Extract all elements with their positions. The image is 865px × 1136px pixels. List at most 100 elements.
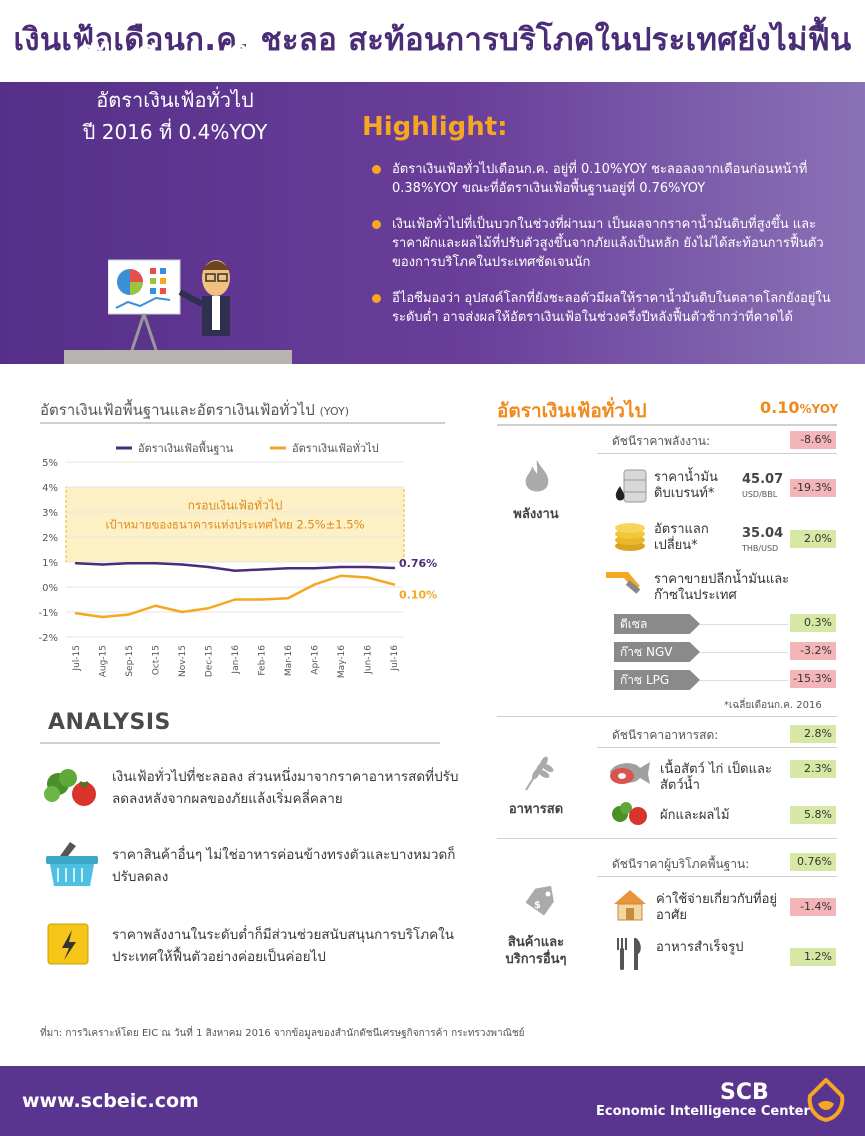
- chart-title-text: อัตราเงินเฟ้อพื้นฐานและอัตราเงินเฟ้อทั่ว…: [40, 401, 315, 419]
- headline-inflation-value: 0.10%YOY: [760, 398, 838, 417]
- headline-unit: %YOY: [799, 402, 839, 416]
- series-line: [75, 574, 395, 619]
- wheat-icon: [525, 756, 554, 791]
- highlight-item: อีไอซีมองว่า อุปสงค์โลกที่ยังชะลอตัวมีผล…: [372, 289, 842, 327]
- target-band-label: เป้าหมายของธนาคารแห่งประเทศไทย 2.5%±1.5%: [106, 517, 365, 531]
- footer-center-name: Economic Intelligence Center: [596, 1104, 810, 1119]
- meat-value: 2.3%: [790, 760, 836, 778]
- y-tick-label: 5%: [42, 458, 58, 469]
- footer-brand: SCB: [720, 1080, 769, 1105]
- data-point: [392, 583, 396, 586]
- goods-category-line-2: บริการอื่นๆ: [505, 952, 567, 967]
- divider: [497, 838, 837, 839]
- goods-category-line-1: สินค้าและ: [507, 935, 565, 950]
- energy-index-value: -8.6%: [790, 431, 836, 449]
- analysis-text: เงินเฟ้อทั่วไปที่ชะลอลง ส่วนหนึ่งมาจากรา…: [112, 769, 459, 807]
- data-point: [260, 568, 263, 571]
- data-point: [339, 574, 343, 577]
- presenter-illustration: [108, 259, 230, 351]
- fuel-lpg-tab: ก๊าซ LPG: [614, 670, 700, 690]
- x-tick-label: Jan-16: [231, 645, 241, 675]
- x-tick-label: Jul-16: [390, 645, 400, 672]
- banner-headline: อีไอซีประเมิน อัตราเงินเฟ้อทั่วไป ปี 201…: [40, 40, 310, 146]
- chart-title: อัตราเงินเฟ้อพื้นฐานและอัตราเงินเฟ้อทั่ว…: [40, 398, 349, 422]
- meat-label: เนื้อสัตว์ ไก่ เป็ดและสัตว์น้ำ: [660, 762, 772, 793]
- footer-website-link[interactable]: www.scbeic.com: [22, 1090, 199, 1112]
- fuel-lpg-value: -15.3%: [790, 670, 836, 688]
- exchange-rate-unit: THB/USD: [742, 544, 779, 553]
- inflation-line-chart: กรอบเงินเฟ้อทั่วไปเป้าหมายของธนาคารแห่งป…: [39, 440, 438, 678]
- page-title: เงินเฟ้อเดือนก.ค. ชะลอ สะท้อนการบริโภคใน…: [13, 22, 852, 58]
- x-tick-label: Sep-15: [125, 645, 135, 677]
- data-point: [392, 566, 396, 570]
- end-value-label: 0.10%: [399, 589, 437, 602]
- vegetables-icon: [44, 769, 96, 806]
- data-point: [260, 598, 263, 601]
- x-tick-label: Aug-15: [99, 645, 109, 677]
- fuel-diesel-value: 0.3%: [790, 614, 836, 632]
- energy-index-label: ดัชนีราคาพลังงาน:: [612, 434, 711, 448]
- data-point: [154, 562, 157, 565]
- headline-inflation-title: อัตราเงินเฟ้อทั่วไป: [497, 400, 647, 422]
- analysis-text: ราคาสินค้าอื่นๆ ไม่ใช่อาหารค่อนข้างทรงตั…: [112, 847, 456, 885]
- legend-label: อัตราเงินเฟ้อทั่วไป: [292, 440, 379, 455]
- chart-title-suffix: (YOY): [319, 405, 350, 418]
- crude-oil-change: -19.3%: [790, 479, 836, 497]
- food-category: อาหารสด: [508, 802, 564, 817]
- divider: [700, 624, 788, 625]
- price-tag-icon: $: [525, 886, 554, 916]
- vegetables-icon: [612, 802, 647, 825]
- house-icon: [614, 890, 646, 921]
- y-tick-label: -2%: [39, 633, 58, 644]
- data-point: [74, 612, 78, 615]
- x-tick-label: Feb-16: [258, 645, 268, 676]
- goods-category: สินค้าและ บริการอื่นๆ: [494, 934, 578, 968]
- data-point: [127, 562, 131, 565]
- y-tick-label: 4%: [42, 483, 58, 494]
- data-point: [286, 597, 290, 600]
- analysis-item: ราคาสินค้าอื่นๆ ไม่ใช่อาหารค่อนข้างทรงตั…: [40, 838, 460, 898]
- x-tick-label: Dec-15: [205, 645, 215, 677]
- highlight-list: อัตราเงินเฟ้อทั่วไปเดือนก.ค. อยู่ที่ 0.1…: [372, 160, 842, 344]
- crude-oil-unit: USD/BBL: [742, 490, 778, 499]
- y-tick-label: -1%: [39, 608, 58, 619]
- divider: [497, 716, 837, 717]
- core-index-label: ดัชนีราคาผู้บริโภคพื้นฐาน:: [612, 857, 750, 871]
- target-band: [65, 486, 405, 563]
- core-index-value: 0.76%: [790, 853, 836, 871]
- data-point: [101, 563, 104, 566]
- exchange-rate-label: อัตราแลกเปลี่ยน*: [654, 522, 709, 553]
- exchange-rate-price: 35.04: [742, 526, 784, 541]
- oil-barrel-icon: [615, 469, 647, 503]
- data-point: [180, 563, 184, 566]
- data-point: [313, 583, 316, 586]
- energy-bolt-icon: [47, 923, 89, 965]
- headline-value: 0.10: [760, 398, 800, 417]
- source-note: ที่มา: การวิเคราะห์โดย EIC ณ วันที่ 1 สิ…: [40, 1028, 525, 1039]
- crude-oil-price: 45.07: [742, 472, 784, 487]
- x-tick-label: Jun-16: [364, 645, 374, 675]
- divider: [700, 680, 788, 681]
- fuel-nozzle-icon: [606, 572, 641, 594]
- legend-label: อัตราเงินเฟ้อพื้นฐาน: [138, 440, 234, 455]
- data-point: [233, 569, 237, 572]
- x-tick-label: Oct-15: [152, 645, 162, 675]
- fuel-ngv-tab: ก๊าซ NGV: [614, 642, 700, 662]
- banner-line-1: อีไอซีประเมิน: [76, 41, 274, 81]
- banner-line-3: ปี 2016 ที่ 0.4%YOY: [82, 120, 268, 144]
- highlight-item: เงินเฟ้อทั่วไปที่เป็นบวกในช่วงที่ผ่านมา …: [372, 215, 842, 272]
- y-tick-label: 2%: [42, 533, 58, 544]
- data-point: [286, 567, 290, 570]
- crude-oil-label: ราคาน้ำมันดิบเบรนท์*: [654, 470, 718, 501]
- y-tick-label: 3%: [42, 508, 58, 519]
- ready-meal-label: อาหารสำเร็จรูป: [656, 940, 744, 955]
- divider: [597, 876, 837, 877]
- banner-floor-bar: [64, 350, 292, 364]
- analysis-item: เงินเฟ้อทั่วไปที่ชะลอลง ส่วนหนึ่งมาจากรา…: [40, 760, 460, 820]
- x-tick-label: May-16: [337, 645, 347, 678]
- food-index-value: 2.8%: [790, 725, 836, 743]
- housing-label: ค่าใช้จ่ายเกี่ยวกับที่อยู่อาศัย: [656, 892, 778, 923]
- meat-fish-icon: [610, 762, 650, 784]
- data-point: [127, 613, 131, 616]
- fuel-ngv-value: -3.2%: [790, 642, 836, 660]
